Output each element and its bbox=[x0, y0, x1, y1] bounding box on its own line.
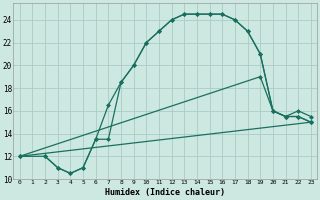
X-axis label: Humidex (Indice chaleur): Humidex (Indice chaleur) bbox=[105, 188, 225, 197]
